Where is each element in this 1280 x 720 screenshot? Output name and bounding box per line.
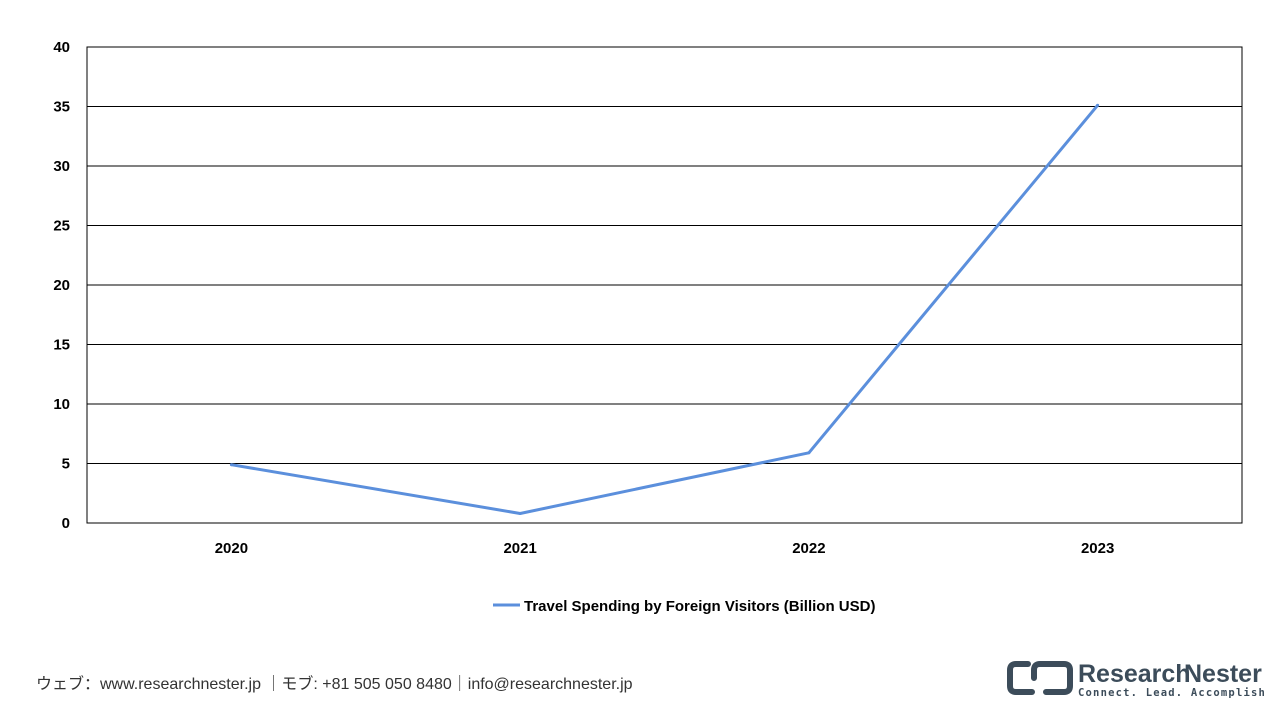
y-tick-label: 15: [53, 337, 70, 354]
line-chart: 0 5 10 15 20 25 30 35 40 2020 2021 2022 2023 Travel…: [53, 39, 1243, 615]
y-tick-label: 25: [53, 218, 70, 235]
y-tick-label: 20: [53, 277, 70, 294]
y-tick-label: 30: [53, 158, 70, 175]
logo-tagline: Connect. Lead. Accomplish: [1078, 687, 1266, 699]
data-point: [807, 451, 811, 455]
y-tick-label: 10: [53, 396, 70, 413]
y-tick-label: 5: [62, 456, 70, 473]
data-point: [229, 463, 233, 467]
x-tick-label: 2022: [792, 540, 825, 557]
y-tick-label: 40: [53, 39, 70, 56]
x-axis-ticks: 2020 2021 2022 2023: [215, 540, 1115, 557]
logo-brand-nester: Nester: [1184, 660, 1262, 688]
data-point: [518, 511, 522, 515]
legend-label: Travel Spending by Foreign Visitors (Bil…: [524, 598, 875, 615]
plot-area-border: [86, 46, 1243, 524]
y-axis-ticks: 0 5 10 15 20 25 30 35 40: [53, 39, 70, 532]
research-nester-logo: Research Nester Connect. Lead. Accomplis…: [1007, 660, 1266, 699]
gridlines: [87, 46, 1242, 524]
logo-mark-icon: [1007, 661, 1073, 695]
y-tick-label: 35: [53, 99, 70, 116]
series-layer: [229, 103, 1100, 515]
legend: Travel Spending by Foreign Visitors (Bil…: [493, 598, 875, 615]
series-line-0: [231, 104, 1099, 515]
y-tick-label: 0: [62, 515, 70, 532]
x-tick-label: 2021: [503, 540, 536, 557]
footer-contact-info: ウェブ：www.researchnester.jp ｜モブ: +81 505 0…: [36, 676, 633, 693]
x-tick-label: 2020: [215, 540, 248, 557]
data-point: [1096, 103, 1100, 107]
x-tick-label: 2023: [1081, 540, 1114, 557]
logo-brand-research: Research: [1078, 660, 1191, 688]
